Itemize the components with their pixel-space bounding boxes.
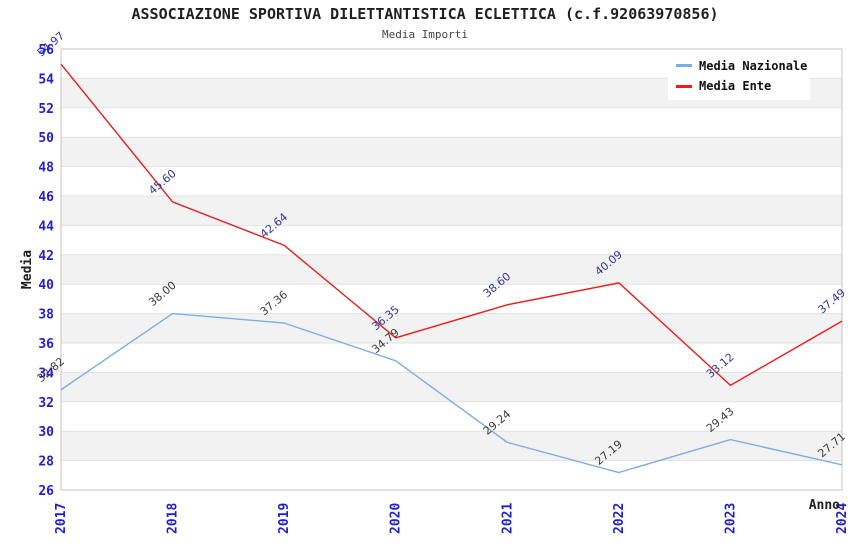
y-tick-label: 28 (38, 455, 54, 470)
x-tick-label: 2017 (54, 503, 69, 534)
legend-item-media-nazionale: Media Nazionale (668, 59, 810, 73)
y-tick-label: 32 (38, 396, 54, 411)
legend-label-media-ente: Media Ente (699, 79, 772, 94)
legend-item-media-ente: Media Ente (668, 79, 810, 93)
y-tick-label: 48 (38, 161, 54, 176)
chart-title: ASSOCIAZIONE SPORTIVA DILETTANTISTICA EC… (131, 5, 719, 23)
x-tick-label: 2021 (500, 503, 515, 534)
point-label: 29.43 (704, 405, 736, 435)
y-tick-label: 30 (38, 425, 54, 440)
x-tick-label: 2019 (277, 503, 292, 534)
point-label: 37.49 (816, 286, 848, 316)
chart-subtitle: Media Importi (381, 28, 469, 41)
grid-band (61, 137, 842, 167)
series-line (60, 63, 843, 387)
y-tick-label: 44 (38, 219, 54, 234)
y-tick-label: 26 (38, 484, 54, 499)
x-axis-label: Anno (809, 498, 840, 513)
point-label: 45.60 (146, 167, 178, 197)
plot-border (60, 48, 843, 491)
y-tick-label: 42 (38, 249, 54, 264)
y-tick-label: 50 (38, 131, 54, 146)
grid-band (61, 313, 842, 343)
grid-band (61, 254, 842, 285)
x-tick-label: 2020 (389, 503, 404, 534)
grid-band (61, 196, 842, 226)
y-tick-label: 34 (38, 366, 54, 381)
y-tick-label: 54 (38, 72, 54, 87)
y-tick-label: 40 (38, 278, 54, 293)
y-tick-label: 52 (38, 102, 54, 117)
grid-band (61, 431, 842, 461)
y-tick-label: 38 (38, 308, 54, 323)
grid-band (61, 372, 842, 402)
x-tick-label: 2023 (723, 503, 738, 534)
y-tick-label: 36 (38, 337, 54, 352)
x-tick-label: 2022 (612, 503, 627, 534)
legend-swatch-media-nazionale (676, 64, 692, 68)
y-tick-label: 46 (38, 190, 54, 205)
legend-label-media-nazionale: Media Nazionale (699, 58, 808, 73)
series-line (60, 312, 843, 474)
x-tick-label: 2018 (166, 503, 181, 534)
legend-swatch-media-ente (676, 84, 692, 88)
y-axis-label: Media (20, 250, 35, 289)
x-tick-label: 2024 (835, 503, 850, 534)
y-tick-label: 56 (38, 43, 54, 58)
chart-legend: Media Nazionale Media Ente (668, 52, 810, 100)
